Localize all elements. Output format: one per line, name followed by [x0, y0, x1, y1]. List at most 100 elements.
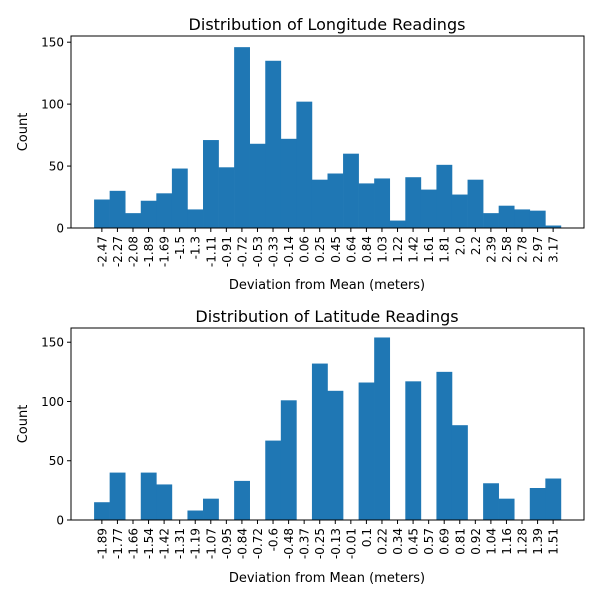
latitude-x-tick-label-28: 1.39	[531, 528, 545, 555]
latitude-bar-12	[280, 400, 297, 520]
longitude-y-tick-label-3: 150	[41, 36, 64, 50]
latitude-bar-23	[451, 425, 468, 520]
longitude-x-tick-label-17: 0.84	[360, 236, 374, 263]
longitude-bar-13	[296, 101, 313, 228]
latitude-bar-18	[374, 337, 391, 520]
longitude-x-tick-label-16: 0.64	[344, 236, 358, 263]
latitude-x-tick-label-23: 0.81	[453, 528, 467, 555]
latitude-bar-17	[358, 382, 375, 520]
longitude-bars	[94, 47, 562, 229]
latitude-y-tick-label-1: 50	[49, 454, 64, 468]
latitude-axes-frame	[70, 327, 585, 521]
latitude-x-tick-label-5: -1.31	[173, 528, 187, 559]
longitude-bar-11	[265, 60, 282, 228]
latitude-x-tick-label-7: -1.07	[204, 528, 218, 559]
longitude-x-tick-label-6: -1.3	[189, 236, 203, 259]
longitude-x-tick-label-24: 2.2	[469, 236, 483, 255]
longitude-x-tick-label-1: -2.27	[111, 236, 125, 267]
longitude-bar-5	[171, 168, 188, 228]
longitude-x-tick-label-23: 2.0	[453, 236, 467, 255]
latitude-x-tick-label-19: 0.34	[391, 528, 405, 555]
longitude-x-tick-label-2: -2.08	[126, 236, 140, 267]
latitude-x-tick-label-22: 0.69	[438, 528, 452, 555]
longitude-x-tick-label-14: 0.25	[313, 236, 327, 263]
longitude-x-tick-label-29: 3.17	[547, 236, 561, 263]
longitude-bar-8	[218, 167, 235, 228]
latitude-y-tick-label-0: 0	[56, 514, 64, 528]
longitude-x-tick-label-7: -1.11	[204, 236, 218, 267]
longitude-x-tick-label-22: 1.81	[438, 236, 452, 263]
latitude-bar-26	[498, 498, 515, 520]
longitude-x-tick-label-8: -0.91	[220, 236, 234, 267]
longitude-bar-2	[125, 213, 142, 228]
longitude-bar-12	[280, 138, 297, 228]
longitude-x-tick-label-12: -0.14	[282, 236, 296, 267]
longitude-x-tick-label-20: 1.42	[407, 236, 421, 263]
longitude-bar-27	[514, 209, 531, 228]
longitude-bar-7	[203, 140, 219, 228]
latitude-x-tick-label-15: -0.13	[329, 528, 343, 559]
latitude-bar-0	[94, 502, 110, 520]
longitude-bar-21	[420, 189, 437, 228]
latitude-x-tick-label-12: -0.48	[282, 528, 296, 559]
latitude-bar-14	[311, 363, 328, 520]
latitude-x-tick-label-16: -0.01	[344, 528, 358, 559]
longitude-y-tick-label-2: 100	[41, 98, 64, 112]
latitude-x-tick-label-4: -1.42	[158, 528, 172, 559]
latitude-x-tick-label-20: 0.45	[407, 528, 421, 555]
longitude-axes-frame	[70, 35, 585, 229]
latitude-bar-20	[405, 381, 422, 520]
latitude-bar-25	[483, 483, 499, 520]
latitude-x-tick-label-13: -0.37	[298, 528, 312, 559]
latitude-x-tick-label-29: 1.51	[547, 528, 561, 555]
latitude-x-tick-label-18: 0.22	[375, 528, 389, 555]
latitude-bar-6	[187, 510, 204, 520]
latitude-x-tick-label-11: -0.6	[267, 528, 281, 551]
latitude-bar-22	[436, 371, 453, 520]
latitude-x-tick-label-9: -0.84	[235, 528, 249, 559]
latitude-x-tick-label-26: 1.16	[500, 528, 514, 555]
longitude-bar-14	[311, 179, 328, 228]
longitude-bar-15	[327, 173, 344, 228]
longitude-bar-23	[451, 194, 468, 228]
longitude-x-axis-label: Deviation from Mean (meters)	[229, 278, 425, 293]
longitude-x-tick-label-11: -0.33	[267, 236, 281, 267]
longitude-bar-22	[436, 164, 453, 228]
latitude-x-tick-label-27: 1.28	[516, 528, 530, 555]
latitude-chart-title: Distribution of Latitude Readings	[195, 307, 458, 326]
longitude-bar-18	[374, 178, 391, 228]
latitude-x-tick-label-21: 0.57	[422, 528, 436, 555]
longitude-chart: Distribution of Longitude Readings 0 50 10…	[16, 15, 585, 293]
longitude-bar-29	[545, 225, 562, 228]
longitude-x-tick-label-4: -1.69	[158, 236, 172, 267]
longitude-bar-16	[343, 153, 359, 228]
latitude-bar-9	[234, 480, 250, 520]
longitude-bar-6	[187, 209, 204, 228]
latitude-y-ticks: 0 50 100 150	[41, 336, 71, 528]
longitude-x-tick-label-15: 0.45	[329, 236, 343, 263]
longitude-chart-title: Distribution of Longitude Readings	[189, 15, 466, 34]
latitude-bars	[94, 337, 562, 520]
latitude-x-tick-label-3: -1.54	[142, 528, 156, 559]
longitude-bar-24	[467, 179, 484, 228]
longitude-bar-0	[94, 199, 110, 228]
latitude-x-tick-label-6: -1.19	[189, 528, 203, 559]
longitude-bar-3	[140, 200, 157, 228]
latitude-y-tick-label-2: 100	[41, 395, 64, 409]
longitude-bar-9	[234, 47, 250, 229]
longitude-bar-1	[109, 190, 126, 228]
latitude-bar-11	[265, 440, 282, 520]
longitude-x-tick-label-28: 2.97	[531, 236, 545, 263]
latitude-x-tick-label-25: 1.04	[484, 528, 498, 555]
longitude-x-tick-label-26: 2.58	[500, 236, 514, 263]
latitude-x-tick-label-24: 0.92	[469, 528, 483, 555]
longitude-x-tick-label-21: 1.61	[422, 236, 436, 263]
longitude-y-axis-label: Count	[16, 113, 31, 152]
latitude-x-tick-label-8: -0.95	[220, 528, 234, 559]
longitude-x-tick-label-9: -0.72	[235, 236, 249, 267]
longitude-bar-28	[529, 210, 546, 228]
longitude-x-tick-label-18: 1.03	[375, 236, 389, 263]
longitude-bar-19	[389, 220, 406, 228]
longitude-x-tick-label-19: 1.22	[391, 236, 405, 263]
